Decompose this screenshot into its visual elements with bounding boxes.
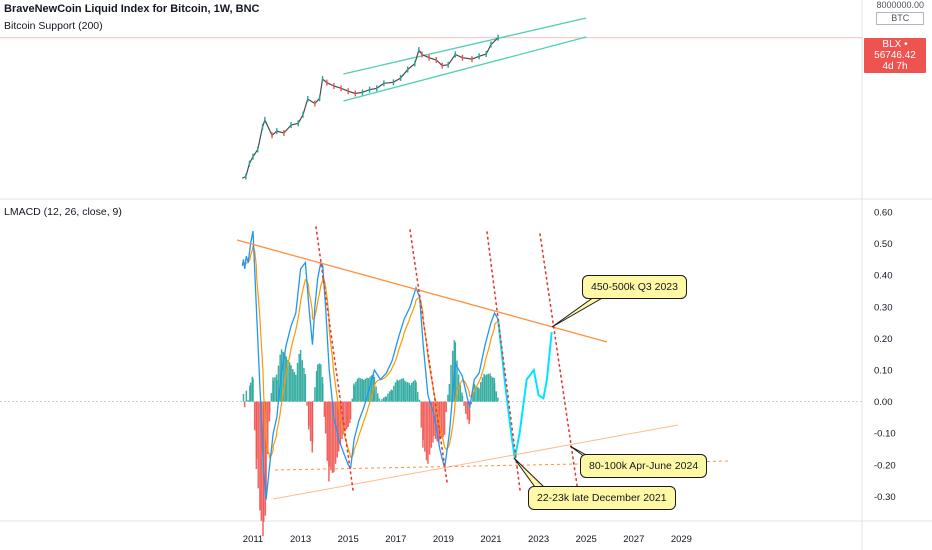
- lmacd-pane: [0, 230, 862, 537]
- last-price-badge: BLX • 56746.42 4d 7h: [864, 38, 926, 73]
- projection-line: [497, 319, 553, 459]
- channel-lower-line: [343, 36, 587, 102]
- x-tick-label: 2025: [576, 534, 597, 545]
- cycle-dotted-line: [315, 226, 354, 491]
- y-tick-label: -0.10: [874, 429, 896, 440]
- callout-pointer: [551, 296, 606, 328]
- cycle-dotted-line: [539, 233, 579, 493]
- callout-bottom-target: 22-23k late December 2021: [528, 486, 676, 510]
- price-pane: [0, 17, 862, 180]
- x-tick-label: 2011: [243, 534, 263, 545]
- y-tick-label: 0.30: [874, 302, 893, 313]
- price-series-line: [242, 37, 499, 179]
- support-trendline: [272, 424, 679, 500]
- resistance-trendline: [236, 239, 608, 343]
- x-tick-label: 2021: [480, 534, 501, 545]
- x-tick-label: 2023: [528, 534, 549, 545]
- y-tick-label: 0.00: [874, 397, 893, 408]
- y-tick-label: -0.30: [874, 492, 896, 503]
- x-tick-label: 2019: [433, 534, 454, 545]
- lmacd-title: LMACD (12, 26, close, 9): [4, 206, 122, 218]
- signal-line: [241, 245, 499, 459]
- y-tick-label: 0.40: [874, 271, 893, 282]
- callout-mid-target: 80-100k Apr-June 2024: [580, 454, 708, 478]
- x-tick-label: 2013: [290, 534, 311, 545]
- x-tick-label: 2027: [623, 534, 644, 545]
- x-tick-label: 2017: [385, 534, 406, 545]
- y-tick-label: 0.60: [874, 208, 893, 219]
- y-tick-label: -0.20: [874, 460, 896, 471]
- x-tick-label: 2029: [671, 534, 692, 545]
- chart-title: BraveNewCoin Liquid Index for Bitcoin, 1…: [4, 3, 260, 15]
- callout-top-target: 450-500k Q3 2023: [582, 275, 687, 299]
- cycle-dotted-line: [409, 229, 448, 483]
- y-tick-label: 0.20: [874, 334, 893, 345]
- cycle-dotted-line: [486, 231, 521, 491]
- x-tick-label: 2015: [338, 534, 359, 545]
- price-scale-top: 8000000.00 BTC: [876, 0, 924, 25]
- y-tick-label: 0.50: [874, 239, 893, 250]
- y-tick-label: 0.10: [874, 366, 893, 377]
- channel-upper-line: [343, 17, 587, 75]
- indicator-label: Bitcoin Support (200): [4, 20, 103, 32]
